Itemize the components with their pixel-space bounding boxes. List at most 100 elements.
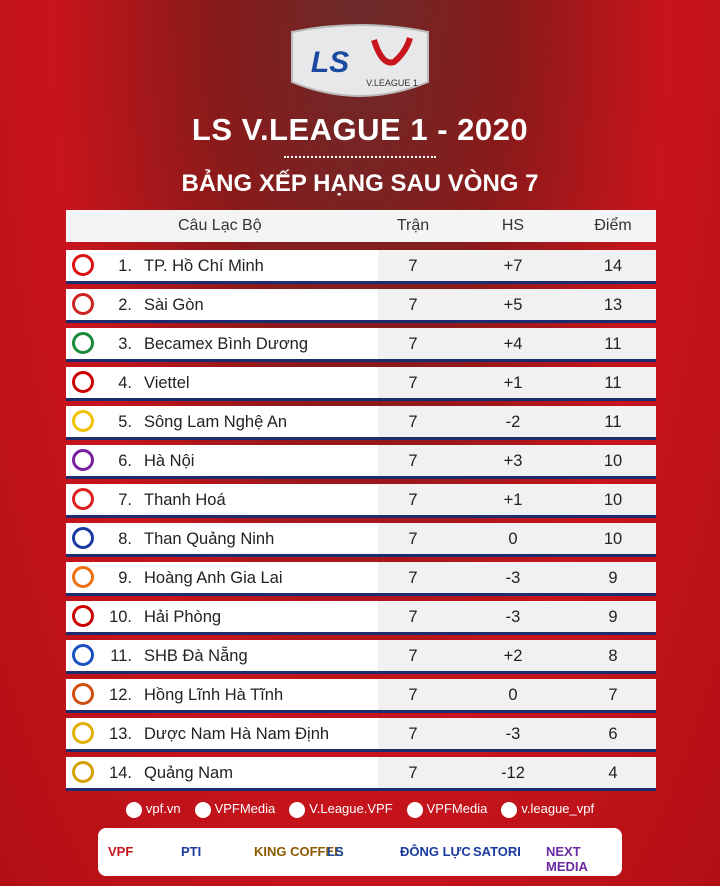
points: 4 bbox=[608, 764, 618, 782]
club-name: Quảng Nam bbox=[144, 764, 233, 782]
points: 7 bbox=[608, 686, 618, 704]
divider bbox=[284, 156, 436, 158]
stats-bg bbox=[378, 718, 656, 749]
table-row: 1. TP. Hồ Chí Minh 7 +7 14 bbox=[66, 250, 656, 284]
sponsor-logo: PTI bbox=[181, 844, 202, 859]
league-logo: LS V.LEAGUE 1 bbox=[291, 24, 429, 97]
col-club: Câu Lạc Bộ bbox=[178, 217, 262, 234]
points: 11 bbox=[604, 374, 622, 392]
rank: 1. bbox=[118, 257, 132, 275]
stats-bg bbox=[378, 250, 656, 281]
social-links: vpf.vn VPFMedia V.League.VPF VPFMedia v.leag… bbox=[0, 801, 720, 818]
sponsor-logo: VPF bbox=[108, 844, 134, 859]
club-logo bbox=[72, 449, 94, 471]
social-icon bbox=[125, 801, 142, 818]
goal-difference: -3 bbox=[505, 608, 521, 626]
rank: 11. bbox=[110, 647, 132, 665]
sponsor-logo: NEXT MEDIA bbox=[546, 844, 588, 874]
club-logo bbox=[72, 722, 94, 744]
club-logo bbox=[72, 293, 94, 315]
social-handle: V.League.VPF bbox=[309, 801, 393, 816]
col-played: Trận bbox=[396, 217, 430, 234]
club-logo bbox=[72, 605, 94, 627]
social-link: vpf.vn bbox=[125, 801, 181, 818]
table-row: 13. Dược Nam Hà Nam Định 7 -3 6 bbox=[66, 718, 656, 752]
club-logo bbox=[72, 254, 94, 276]
rank: 8. bbox=[118, 530, 132, 548]
played: 7 bbox=[408, 686, 418, 704]
rank: 5. bbox=[118, 413, 132, 431]
table-row: 7. Thanh Hoá 7 +1 10 bbox=[66, 484, 656, 518]
table-row: 14. Quảng Nam 7 -12 4 bbox=[66, 757, 656, 791]
played: 7 bbox=[408, 647, 418, 665]
club-logo bbox=[72, 410, 94, 432]
club-logo bbox=[72, 761, 94, 783]
club-logo bbox=[72, 527, 94, 549]
goal-difference: -12 bbox=[501, 764, 525, 782]
subtitle: BẢNG XẾP HẠNG SAU VÒNG 7 bbox=[181, 170, 539, 197]
goal-difference: +1 bbox=[503, 491, 523, 509]
played: 7 bbox=[408, 374, 418, 392]
social-handle: VPFMedia bbox=[426, 801, 488, 816]
played: 7 bbox=[408, 296, 418, 314]
played: 7 bbox=[408, 569, 418, 587]
table-row: 5. Sông Lam Nghệ An 7 -2 11 bbox=[66, 406, 656, 440]
club-name: Viettel bbox=[144, 374, 190, 392]
played: 7 bbox=[408, 764, 418, 782]
points: 14 bbox=[603, 257, 623, 275]
social-link: VPFMedia bbox=[194, 801, 276, 818]
table-row: 10. Hải Phòng 7 -3 9 bbox=[66, 601, 656, 635]
goal-difference: +1 bbox=[503, 374, 523, 392]
social-icon bbox=[406, 801, 423, 818]
club-name: Sài Gòn bbox=[144, 296, 204, 314]
stats-bg bbox=[378, 406, 656, 437]
played: 7 bbox=[408, 608, 418, 626]
club-name: Hải Phòng bbox=[144, 608, 222, 626]
table-row: 4. Viettel 7 +1 11 bbox=[66, 367, 656, 401]
club-name: Becamex Bình Dương bbox=[144, 335, 309, 353]
social-icon bbox=[501, 801, 518, 818]
club-name: SHB Đà Nẵng bbox=[144, 647, 248, 665]
points: 13 bbox=[603, 296, 623, 314]
social-icon bbox=[194, 801, 211, 818]
social-link: V.League.VPF bbox=[289, 801, 393, 818]
table-row: 6. Hà Nội 7 +3 10 bbox=[66, 445, 656, 479]
club-name: TP. Hồ Chí Minh bbox=[144, 257, 264, 275]
played: 7 bbox=[408, 491, 418, 509]
goal-difference: +7 bbox=[503, 257, 523, 275]
club-logo bbox=[72, 566, 94, 588]
rank: 9. bbox=[118, 569, 132, 587]
stats-bg bbox=[378, 562, 656, 593]
table-header: Câu Lạc Bộ Trận HS Điểm bbox=[66, 210, 656, 242]
title: LS V.LEAGUE 1 - 2020 bbox=[191, 112, 529, 147]
club-logo bbox=[72, 332, 94, 354]
stats-bg bbox=[378, 328, 656, 359]
rank: 10. bbox=[109, 608, 132, 626]
table-row: 11. SHB Đà Nẵng 7 +2 8 bbox=[66, 640, 656, 674]
goal-difference: -3 bbox=[505, 569, 521, 587]
stats-bg bbox=[378, 523, 656, 554]
sponsor-logo: ĐÔNG LỰC bbox=[400, 844, 471, 859]
club-name: Hồng Lĩnh Hà Tĩnh bbox=[144, 686, 284, 704]
points: 11 bbox=[604, 413, 622, 431]
col-gd: HS bbox=[501, 217, 525, 234]
points: 9 bbox=[608, 569, 618, 587]
social-handle: VPFMedia bbox=[214, 801, 276, 816]
club-logo bbox=[72, 488, 94, 510]
table-row: 2. Sài Gòn 7 +5 13 bbox=[66, 289, 656, 323]
played: 7 bbox=[408, 452, 418, 470]
played: 7 bbox=[408, 335, 418, 353]
social-link: VPFMedia bbox=[406, 801, 488, 818]
rank: 2. bbox=[118, 296, 132, 314]
social-handle: vpf.vn bbox=[145, 801, 181, 816]
points: 10 bbox=[603, 452, 623, 470]
stats-bg bbox=[378, 679, 656, 710]
rank: 7. bbox=[118, 491, 132, 509]
stats-bg bbox=[378, 367, 656, 398]
stats-bg bbox=[378, 484, 656, 515]
goal-difference: +2 bbox=[503, 647, 523, 665]
rank: 14. bbox=[109, 764, 132, 782]
stats-bg bbox=[378, 289, 656, 320]
played: 7 bbox=[408, 413, 418, 431]
